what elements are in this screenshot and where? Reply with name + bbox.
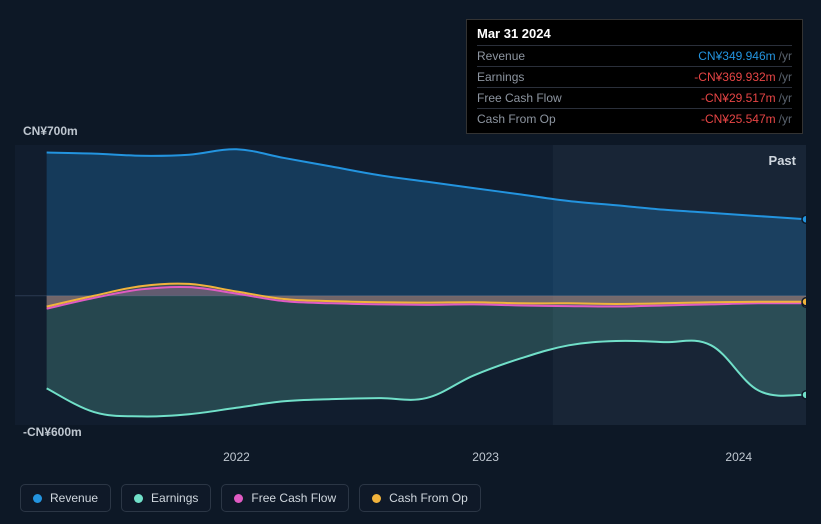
- tooltip-row-value: CN¥349.946m: [698, 49, 775, 63]
- x-axis-label: 2022: [223, 450, 250, 464]
- legend-item[interactable]: Cash From Op: [359, 484, 481, 512]
- tooltip-row-unit: /yr: [779, 49, 792, 63]
- legend-label: Free Cash Flow: [251, 491, 336, 505]
- y-axis-top-label: CN¥700m: [23, 124, 78, 138]
- tooltip-row-value-wrap: -CN¥369.932m/yr: [694, 70, 792, 84]
- legend-item[interactable]: Free Cash Flow: [221, 484, 349, 512]
- legend-swatch: [234, 494, 243, 503]
- x-axis-label: 2024: [725, 450, 752, 464]
- x-axis-label: 2023: [472, 450, 499, 464]
- chart-tooltip: Mar 31 2024 RevenueCN¥349.946m/yrEarning…: [466, 19, 803, 134]
- tooltip-row-label: Free Cash Flow: [477, 91, 562, 105]
- y-axis-bottom-label: -CN¥600m: [23, 425, 82, 439]
- tooltip-row-value: -CN¥29.517m: [701, 91, 776, 105]
- legend-item[interactable]: Revenue: [20, 484, 111, 512]
- tooltip-title: Mar 31 2024: [477, 26, 792, 41]
- legend-item[interactable]: Earnings: [121, 484, 211, 512]
- past-label: Past: [769, 153, 796, 168]
- tooltip-row-unit: /yr: [779, 112, 792, 126]
- tooltip-row-unit: /yr: [779, 91, 792, 105]
- tooltip-row-value-wrap: CN¥349.946m/yr: [698, 49, 792, 63]
- tooltip-row-value-wrap: -CN¥25.547m/yr: [701, 112, 792, 126]
- tooltip-row-unit: /yr: [779, 70, 792, 84]
- tooltip-row: Earnings -CN¥369.932m/yr: [477, 66, 792, 87]
- chart-svg: [15, 145, 806, 425]
- legend-label: Earnings: [151, 491, 198, 505]
- legend-label: Cash From Op: [389, 491, 468, 505]
- tooltip-row-label: Cash From Op: [477, 112, 556, 126]
- legend-label: Revenue: [50, 491, 98, 505]
- legend-swatch: [372, 494, 381, 503]
- legend-swatch: [134, 494, 143, 503]
- tooltip-row-value: -CN¥25.547m: [701, 112, 776, 126]
- chart-plot[interactable]: Past: [15, 145, 806, 425]
- tooltip-row-value-wrap: -CN¥29.517m/yr: [701, 91, 792, 105]
- tooltip-row-label: Revenue: [477, 49, 525, 63]
- chart-legend: Revenue Earnings Free Cash Flow Cash From O…: [20, 484, 481, 512]
- tooltip-row: Revenue CN¥349.946m/yr: [477, 45, 792, 66]
- tooltip-row: Free Cash Flow -CN¥29.517m/yr: [477, 87, 792, 108]
- tooltip-row-value: -CN¥369.932m: [694, 70, 775, 84]
- legend-swatch: [33, 494, 42, 503]
- chart-container: CN¥700m CN¥0 -CN¥600m Past 202220232024: [15, 125, 806, 445]
- tooltip-row-label: Earnings: [477, 70, 524, 84]
